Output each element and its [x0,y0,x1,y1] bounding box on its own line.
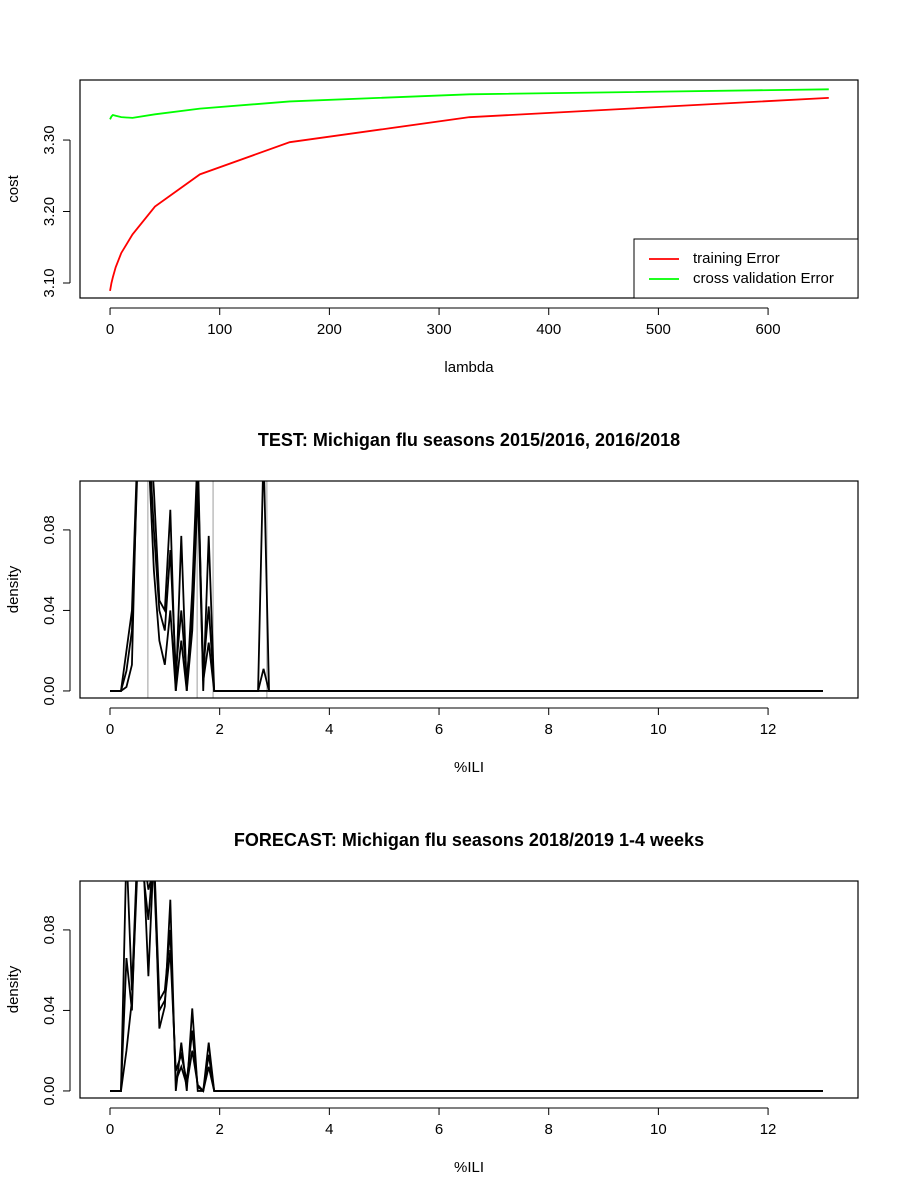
x-axis-label: %ILI [454,759,484,776]
plot-frame [79,79,859,299]
x-tick-label: 0 [106,321,114,338]
x-tick-label: 600 [756,321,781,338]
x-tick-label: 6 [435,1121,443,1138]
x-tick-label: 4 [325,1121,333,1138]
series-line [109,881,823,1092]
x-tick-label: 10 [650,721,667,738]
chart-title: TEST: Michigan flu seasons 2015/2016, 20… [258,430,680,450]
y-tick-label: 0.08 [41,515,58,544]
y-axis-label: density [5,565,22,613]
plot-area [109,481,823,698]
legend: training Error cross validation Error [633,238,859,299]
x-axis-label: %ILI [454,1159,484,1176]
series-line [109,881,823,1093]
plot-area [109,881,823,1093]
y-tick-label: 3.20 [41,197,58,226]
x-tick-label: 12 [760,1121,777,1138]
y-axis-label: cost [5,174,22,202]
panel: TEST: Michigan flu seasons 2015/2016, 20… [5,430,859,776]
x-axis-label: lambda [444,359,494,376]
plot-frame [79,480,859,699]
legend-label: training Error [693,250,780,267]
y-tick-label: 0.00 [41,676,58,705]
legend-box [633,238,859,299]
x-tick-label: 4 [325,721,333,738]
y-tick-label: 3.30 [41,125,58,154]
x-tick-label: 0 [106,721,114,738]
x-tick-label: 12 [760,721,777,738]
x-tick-label: 10 [650,1121,667,1138]
x-tick-label: 8 [545,1121,553,1138]
panel: lambda cost 0 100 200 300 400 500 600 3.10 3.20 3.3… [5,79,859,376]
x-tick-label: 300 [427,321,452,338]
chart-title: FORECAST: Michigan flu seasons 2018/2019… [234,830,704,850]
x-tick-label: 8 [545,721,553,738]
x-tick-label: 400 [536,321,561,338]
y-tick-label: 0.08 [41,915,58,944]
series-line [109,881,823,1093]
series-line [109,88,829,120]
series-line [109,481,823,692]
x-tick-label: 100 [207,321,232,338]
series-line [109,96,829,292]
series-line [109,481,823,692]
y-tick-label: 3.10 [41,268,58,297]
x-tick-label: 0 [106,1121,114,1138]
y-axis-label: density [5,965,22,1013]
x-tick-label: 500 [646,321,671,338]
x-tick-label: 2 [216,721,224,738]
y-tick-label: 0.04 [41,996,58,1025]
plot-frame [79,880,859,1099]
panel: FORECAST: Michigan flu seasons 2018/2019… [5,830,859,1176]
x-tick-label: 6 [435,721,443,738]
y-tick-label: 0.04 [41,596,58,625]
x-tick-label: 200 [317,321,342,338]
x-tick-label: 2 [216,1121,224,1138]
plot-area [109,88,829,292]
y-tick-label: 0.00 [41,1076,58,1105]
legend-label: cross validation Error [693,270,834,287]
